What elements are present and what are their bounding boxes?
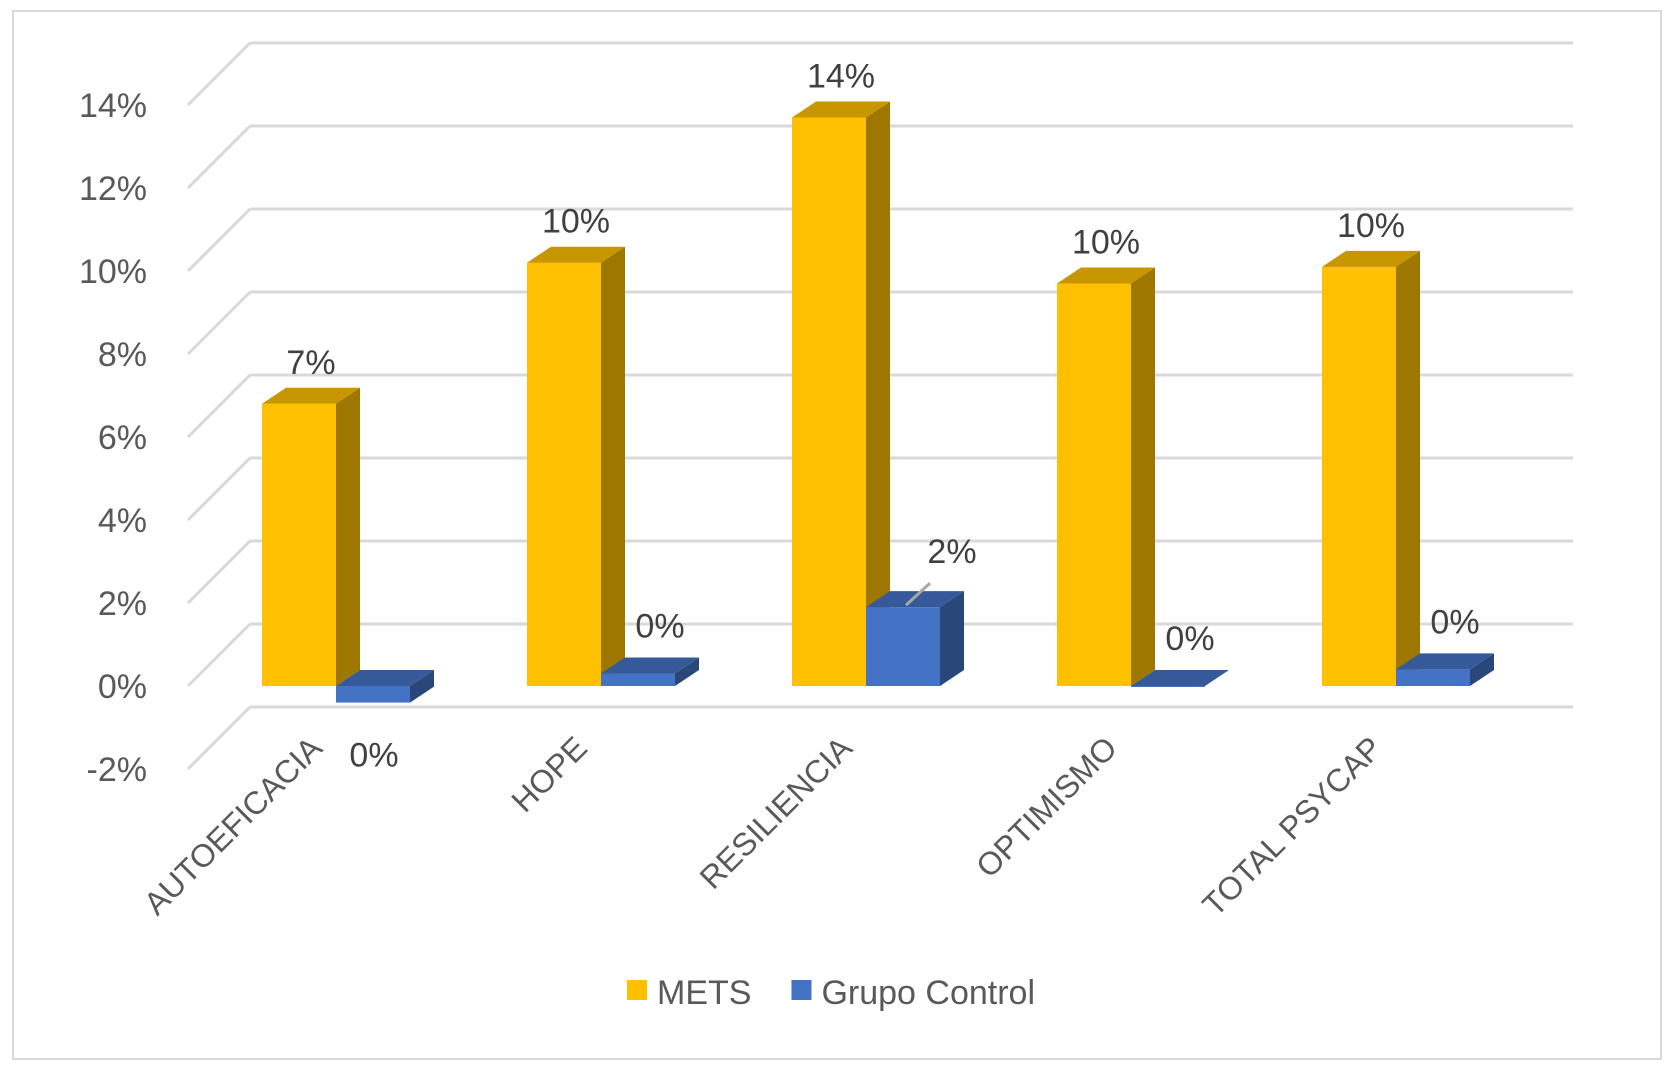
category-label-optimismo: OPTIMISMO [969,729,1124,884]
bar-mets-resiliencia-top [792,101,890,118]
gridline-side [186,41,252,107]
legend: METS Grupo Control [627,974,1035,1012]
bar-grupo-control-hope-side [675,657,699,686]
legend-label-grupo-control: Grupo Control [821,974,1035,1012]
gridline-side [186,373,252,439]
data-label-mets-hope: 10% [542,203,610,241]
y-tick-label: -2% [87,751,147,789]
bar-grupo-control-total-psycap-side [1470,653,1494,686]
gridline-side [186,207,252,273]
data-label-mets-total-psycap: 10% [1337,207,1405,245]
bar-grupo-control-resiliencia [866,591,964,686]
bar-grupo-control-hope [601,657,699,686]
gridline-side [186,124,252,190]
gridline-side [186,705,252,771]
bar-mets-autoeficacia-side [336,387,360,686]
bars [262,101,1494,703]
y-tick-label: 4% [98,502,147,540]
category-label-hope: HOPE [504,729,594,819]
bar-grupo-control-resiliencia-front [866,607,940,686]
bar-grupo-control-total-psycap [1396,653,1494,686]
data-label-grupo-control-optimismo: 0% [1165,620,1214,658]
bar-mets-autoeficacia [262,387,360,686]
bar-grupo-control-autoeficacia-front [336,686,410,703]
bar-grupo-control-resiliencia-side [940,591,964,686]
data-label-grupo-control-autoeficacia: 0% [349,737,398,775]
y-tick-label: 0% [98,668,147,706]
gridline-side [186,622,252,688]
bar-grupo-control-optimismo-front [1131,686,1205,687]
data-label-grupo-control-resiliencia: 2% [927,533,976,571]
data-labels: 7% 0% 10% 0% 14% 2% 10% 0% 10% 0% [286,57,1479,774]
bar-grupo-control-autoeficacia-top [336,670,434,686]
bar-mets-resiliencia [792,101,890,686]
bar-grupo-control-optimismo [1131,670,1229,687]
legend-label-mets: METS [657,974,751,1012]
data-label-grupo-control-hope: 0% [635,608,684,646]
y-tick-label: 14% [79,87,147,125]
gridline-side [186,290,252,356]
bar-grupo-control-total-psycap-top [1396,653,1494,670]
bar-mets-total-psycap-top [1322,250,1420,267]
bar-mets-resiliencia-front [792,117,866,686]
bar-mets-total-psycap-side [1396,250,1420,686]
bar-mets-autoeficacia-front [262,403,336,686]
bar-grupo-control-autoeficacia-side [410,670,434,703]
bar-mets-hope-front [527,262,601,686]
bar-mets-optimismo-side [1131,267,1155,686]
category-label-total-psycap: TOTAL PSYCAP [1195,729,1389,923]
bar-mets-total-psycap-front [1322,266,1396,686]
bar-grupo-control-autoeficacia [336,670,434,703]
bar-mets-optimismo-front [1057,283,1131,686]
y-tick-label: 6% [98,419,147,457]
bar-mets-autoeficacia-top [262,387,360,404]
bar-mets-hope [527,246,625,686]
bar-grupo-control-hope-front [601,673,675,686]
bar-grupo-control-resiliencia-top [866,591,964,608]
bar-grupo-control-optimismo-top [1131,670,1229,686]
data-label-leader-line [904,582,932,607]
data-label-grupo-control-total-psycap: 0% [1430,603,1479,641]
bar-mets-hope-side [601,246,625,686]
legend-swatch-grupo-control [791,980,812,1000]
bar-mets-resiliencia-side [866,101,890,686]
bar-mets-total-psycap [1322,250,1420,686]
legend-swatch-mets [627,980,647,1000]
gridline-side [186,456,252,522]
bar-grupo-control-total-psycap-front [1396,669,1470,686]
gridline-side [186,539,252,605]
bar-mets-optimismo [1057,267,1155,686]
y-tick-label: 8% [98,336,147,374]
bar-grupo-control-hope-top [601,657,699,674]
category-label-resiliencia: RESILIENCIA [693,729,860,896]
y-tick-label: 10% [79,253,147,291]
data-label-mets-autoeficacia: 7% [286,344,335,382]
y-tick-label: 12% [79,170,147,208]
bar-mets-optimismo-top [1057,267,1155,284]
data-label-mets-resiliencia: 14% [807,57,875,95]
y-tick-label: 2% [98,585,147,623]
category-label-autoeficacia: AUTOEFICACIA [137,729,330,922]
y-axis-tick-labels: -2% 0% 2% 4% 6% 8% 10% 12% 14% [79,87,147,789]
data-label-mets-optimismo: 10% [1072,223,1140,261]
bar-mets-hope-top [527,246,625,263]
x-axis-category-labels: AUTOEFICACIA HOPE RESILIENCIA OPTIMISMO TOTA… [137,729,1389,923]
